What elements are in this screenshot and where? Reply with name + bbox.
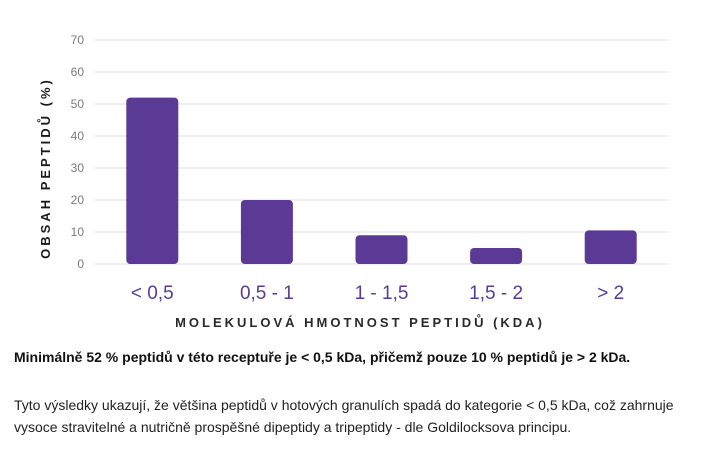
explanation-text: Tyto výsledky ukazují, že většina peptid… [14, 397, 674, 435]
x-tick-label: 1 - 1,5 [355, 283, 409, 304]
y-tick-label: 20 [71, 193, 85, 207]
y-tick-label: 70 [71, 33, 85, 47]
x-tick-label: > 2 [597, 283, 624, 304]
bar [240, 200, 293, 264]
y-tick-label: 30 [71, 161, 85, 175]
summary-text: Minimálně 52 % peptidů v této receptuře … [14, 349, 631, 365]
y-axis-label: OBSAH PEPTIDŮ (%) [37, 77, 53, 259]
bar-chart: 0 10 20 30 40 50 60 70 < 0,5 0,5 - 1 1 - 1,5 1,5 -… [37, 33, 668, 330]
x-tick-label: 1,5 - 2 [469, 283, 523, 304]
bar [126, 97, 179, 264]
bars [126, 97, 637, 264]
y-tick-label: 0 [77, 257, 84, 271]
x-axis-label: MOLEKULOVÁ HMOTNOST PEPTIDŮ (KDA) [175, 314, 545, 330]
bar [584, 230, 637, 264]
x-tick-label: 0,5 - 1 [240, 283, 294, 304]
bar [355, 235, 408, 264]
x-tick-label: < 0,5 [131, 283, 174, 304]
x-category-labels: < 0,5 0,5 - 1 1 - 1,5 1,5 - 2 > 2 [131, 283, 624, 304]
bar [470, 248, 523, 264]
y-tick-label: 40 [71, 129, 85, 143]
gridlines [95, 39, 668, 265]
y-tick-label: 60 [71, 65, 85, 79]
y-tick-label: 50 [71, 97, 85, 111]
y-tick-labels: 0 10 20 30 40 50 60 70 [71, 33, 85, 271]
y-tick-label: 10 [71, 225, 85, 239]
